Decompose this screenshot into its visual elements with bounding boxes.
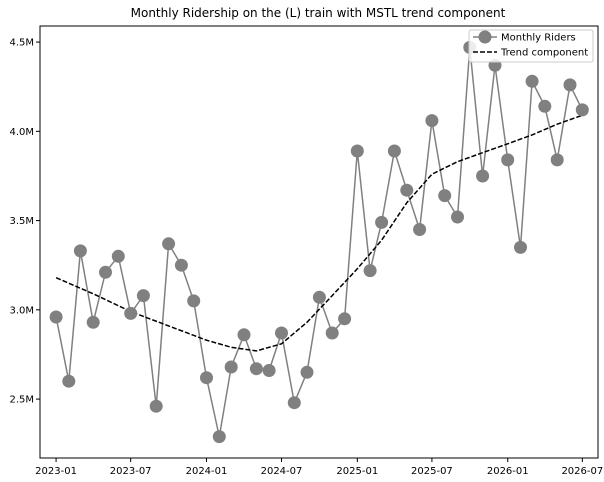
- x-tick-label: 2025-01: [336, 466, 378, 477]
- x-tick-label: 2023-07: [110, 466, 152, 477]
- monthly-riders-point: [451, 210, 464, 224]
- monthly-riders-point: [73, 244, 87, 258]
- x-tick-label: 2025-07: [411, 466, 453, 477]
- monthly-riders-point: [387, 144, 401, 158]
- y-axis: 2.5M 3.0M 3.5M 4.0M 4.5M: [9, 38, 40, 406]
- monthly-riders-point: [124, 306, 138, 320]
- monthly-riders-point: [400, 183, 414, 197]
- monthly-riders-point: [525, 74, 539, 88]
- x-tick-label: 2024-07: [261, 466, 303, 477]
- monthly-riders-point: [312, 290, 326, 304]
- monthly-riders-point: [111, 249, 125, 263]
- monthly-riders-point: [350, 144, 364, 158]
- x-tick-label: 2023-01: [35, 466, 77, 477]
- monthly-riders-point: [62, 374, 76, 388]
- monthly-riders-point: [300, 365, 314, 379]
- monthly-riders-point: [538, 99, 552, 113]
- monthly-riders-point: [375, 215, 389, 229]
- legend: Monthly Riders Trend component: [468, 29, 594, 63]
- monthly-riders-point: [174, 258, 188, 272]
- monthly-riders-point: [287, 396, 301, 410]
- legend-riders-label: Monthly Riders: [501, 33, 576, 44]
- monthly-riders-point: [212, 430, 226, 444]
- series-layer: [49, 40, 589, 444]
- monthly-riders-point: [86, 315, 100, 329]
- monthly-riders-point: [275, 326, 288, 340]
- y-tick-label: 4.0M: [9, 127, 34, 138]
- legend-riders-marker: [478, 30, 492, 44]
- monthly-riders-point: [413, 223, 427, 236]
- monthly-riders-point: [187, 294, 201, 308]
- x-tick-label: 2026-07: [561, 466, 603, 477]
- chart-title: Monthly Ridership on the (L) train with …: [131, 6, 506, 20]
- monthly-riders-point: [550, 153, 564, 167]
- monthly-riders-point: [514, 240, 527, 254]
- monthly-riders-point: [476, 169, 490, 183]
- monthly-riders-point: [501, 153, 515, 167]
- monthly-riders-point: [575, 103, 589, 117]
- monthly-riders-point: [99, 265, 112, 279]
- monthly-riders-point: [237, 328, 251, 342]
- legend-trend-label: Trend component: [500, 48, 588, 59]
- y-tick-label: 3.0M: [9, 305, 34, 316]
- y-tick-label: 4.5M: [9, 38, 34, 49]
- monthly-riders-point: [200, 371, 213, 385]
- y-tick-label: 3.5M: [9, 216, 34, 227]
- legend-box: [468, 29, 594, 63]
- x-tick-label: 2026-01: [487, 466, 529, 477]
- monthly-riders-point: [262, 364, 276, 377]
- monthly-riders-point: [438, 189, 452, 203]
- plot-area: [39, 25, 599, 459]
- monthly-riders-point: [338, 312, 352, 326]
- trend-line: [55, 114, 583, 352]
- monthly-riders-point: [162, 237, 176, 251]
- monthly-riders-point: [563, 78, 577, 92]
- x-axis: 2023-01 2023-07 2024-01 2024-07 2025-01 2025-…: [35, 458, 603, 477]
- x-tick-label: 2024-01: [186, 466, 228, 477]
- monthly-riders-point: [136, 289, 150, 303]
- monthly-riders-point: [224, 360, 238, 374]
- monthly-riders-point: [363, 264, 377, 278]
- monthly-riders-point: [425, 114, 439, 128]
- monthly-riders-point: [49, 310, 63, 324]
- monthly-riders-point: [149, 399, 163, 413]
- y-tick-label: 2.5M: [9, 395, 34, 406]
- monthly-riders-point: [249, 362, 263, 376]
- monthly-riders-point: [325, 326, 339, 340]
